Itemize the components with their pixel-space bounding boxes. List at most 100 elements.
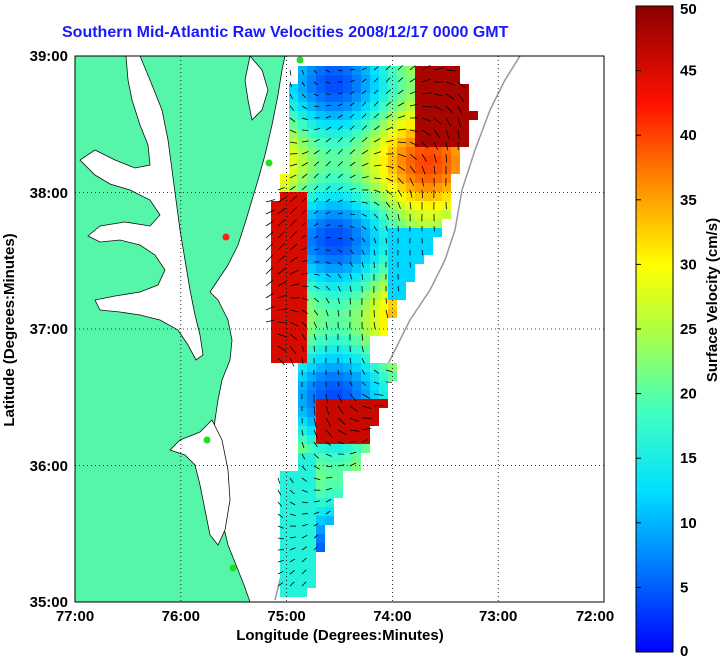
velocity-cell xyxy=(289,219,298,228)
velocity-cell xyxy=(352,354,361,363)
grid-lines xyxy=(75,56,604,602)
velocity-arrow xyxy=(289,185,296,191)
velocity-cell xyxy=(424,201,433,210)
velocity-cell xyxy=(370,318,379,327)
velocity-arrow xyxy=(361,273,364,281)
velocity-cell xyxy=(424,246,433,255)
velocity-cell xyxy=(325,480,334,489)
velocity-arrow xyxy=(361,201,368,204)
velocity-cell xyxy=(316,309,325,318)
velocity-arrow xyxy=(277,196,287,203)
velocity-cell xyxy=(397,282,406,291)
velocity-arrow xyxy=(313,546,318,551)
velocity-cell xyxy=(316,417,325,426)
velocity-arrow xyxy=(301,285,309,288)
velocity-cell xyxy=(316,120,325,129)
velocity-cell xyxy=(325,273,334,282)
velocity-cell xyxy=(352,417,361,426)
velocity-arrow xyxy=(349,79,355,83)
velocity-cell xyxy=(325,237,334,246)
velocity-cell xyxy=(370,147,379,156)
velocity-cell xyxy=(361,210,370,219)
velocity-arrow xyxy=(301,173,308,179)
velocity-cell xyxy=(298,300,307,309)
velocity-arrow xyxy=(289,81,292,88)
velocity-arrow xyxy=(301,357,304,364)
velocity-cell xyxy=(271,336,280,345)
velocity-arrow xyxy=(361,213,368,217)
velocity-arrow xyxy=(265,231,274,239)
velocity-cell xyxy=(307,147,316,156)
velocity-arrow xyxy=(301,69,305,75)
velocity-cell xyxy=(280,210,289,219)
velocity-cell xyxy=(388,174,397,183)
velocity-cell xyxy=(289,228,298,237)
velocity-cell xyxy=(280,273,289,282)
velocity-cell xyxy=(370,273,379,282)
velocity-cell xyxy=(325,291,334,300)
velocity-cell xyxy=(316,147,325,156)
velocity-cell xyxy=(424,237,433,246)
velocity-cell xyxy=(352,165,361,174)
velocity-cell xyxy=(460,111,469,120)
velocity-cell xyxy=(298,426,307,435)
velocity-cell xyxy=(325,219,334,228)
velocity-cell xyxy=(361,336,370,345)
velocity-cell xyxy=(460,84,469,93)
velocity-cell xyxy=(442,129,451,138)
velocity-arrow xyxy=(373,369,380,374)
velocity-arrow xyxy=(361,101,367,107)
velocity-cell xyxy=(343,84,352,93)
velocity-cell xyxy=(298,408,307,417)
velocity-cell xyxy=(316,534,325,543)
velocity-cell xyxy=(325,93,334,102)
velocity-cell xyxy=(307,210,316,219)
velocity-cell xyxy=(307,246,316,255)
velocity-cell xyxy=(361,417,370,426)
velocity-cell xyxy=(343,345,352,354)
velocity-cell xyxy=(289,570,298,579)
velocity-cell xyxy=(415,210,424,219)
velocity-cell xyxy=(370,300,379,309)
velocity-cell xyxy=(325,210,334,219)
velocity-cell xyxy=(325,363,334,372)
velocity-cell xyxy=(307,192,316,201)
velocity-arrow xyxy=(457,129,460,140)
velocity-cell xyxy=(442,174,451,183)
velocity-cell xyxy=(442,66,451,75)
velocity-cell xyxy=(388,210,397,219)
velocity-cell xyxy=(379,282,388,291)
velocity-cell xyxy=(442,192,451,201)
velocity-arrow xyxy=(289,105,295,111)
velocity-arrow xyxy=(313,138,320,143)
velocity-cell xyxy=(316,93,325,102)
velocity-arrow xyxy=(409,165,416,174)
velocity-cell xyxy=(361,372,370,381)
velocity-arrow xyxy=(397,141,407,144)
velocity-cell xyxy=(343,300,352,309)
velocity-cell xyxy=(370,282,379,291)
velocity-arrow xyxy=(361,381,367,386)
velocity-cell xyxy=(280,300,289,309)
velocity-cell xyxy=(307,174,316,183)
velocity-arrow xyxy=(409,141,418,147)
velocity-cell xyxy=(316,300,325,309)
velocity-cell xyxy=(361,309,370,318)
velocity-cell xyxy=(361,84,370,93)
velocity-cell xyxy=(433,147,442,156)
velocity-cell xyxy=(361,219,370,228)
velocity-cell xyxy=(361,327,370,336)
velocity-cell xyxy=(307,453,316,462)
velocity-arrow xyxy=(325,185,331,191)
velocity-cell xyxy=(370,165,379,174)
velocity-cell xyxy=(271,210,280,219)
velocity-cell xyxy=(271,246,280,255)
velocity-arrow xyxy=(397,189,403,197)
velocity-cell xyxy=(343,291,352,300)
velocity-cell xyxy=(352,327,361,336)
velocity-cell xyxy=(415,66,424,75)
velocity-cell xyxy=(406,246,415,255)
velocity-cell xyxy=(361,264,370,273)
velocity-arrow xyxy=(349,429,360,432)
